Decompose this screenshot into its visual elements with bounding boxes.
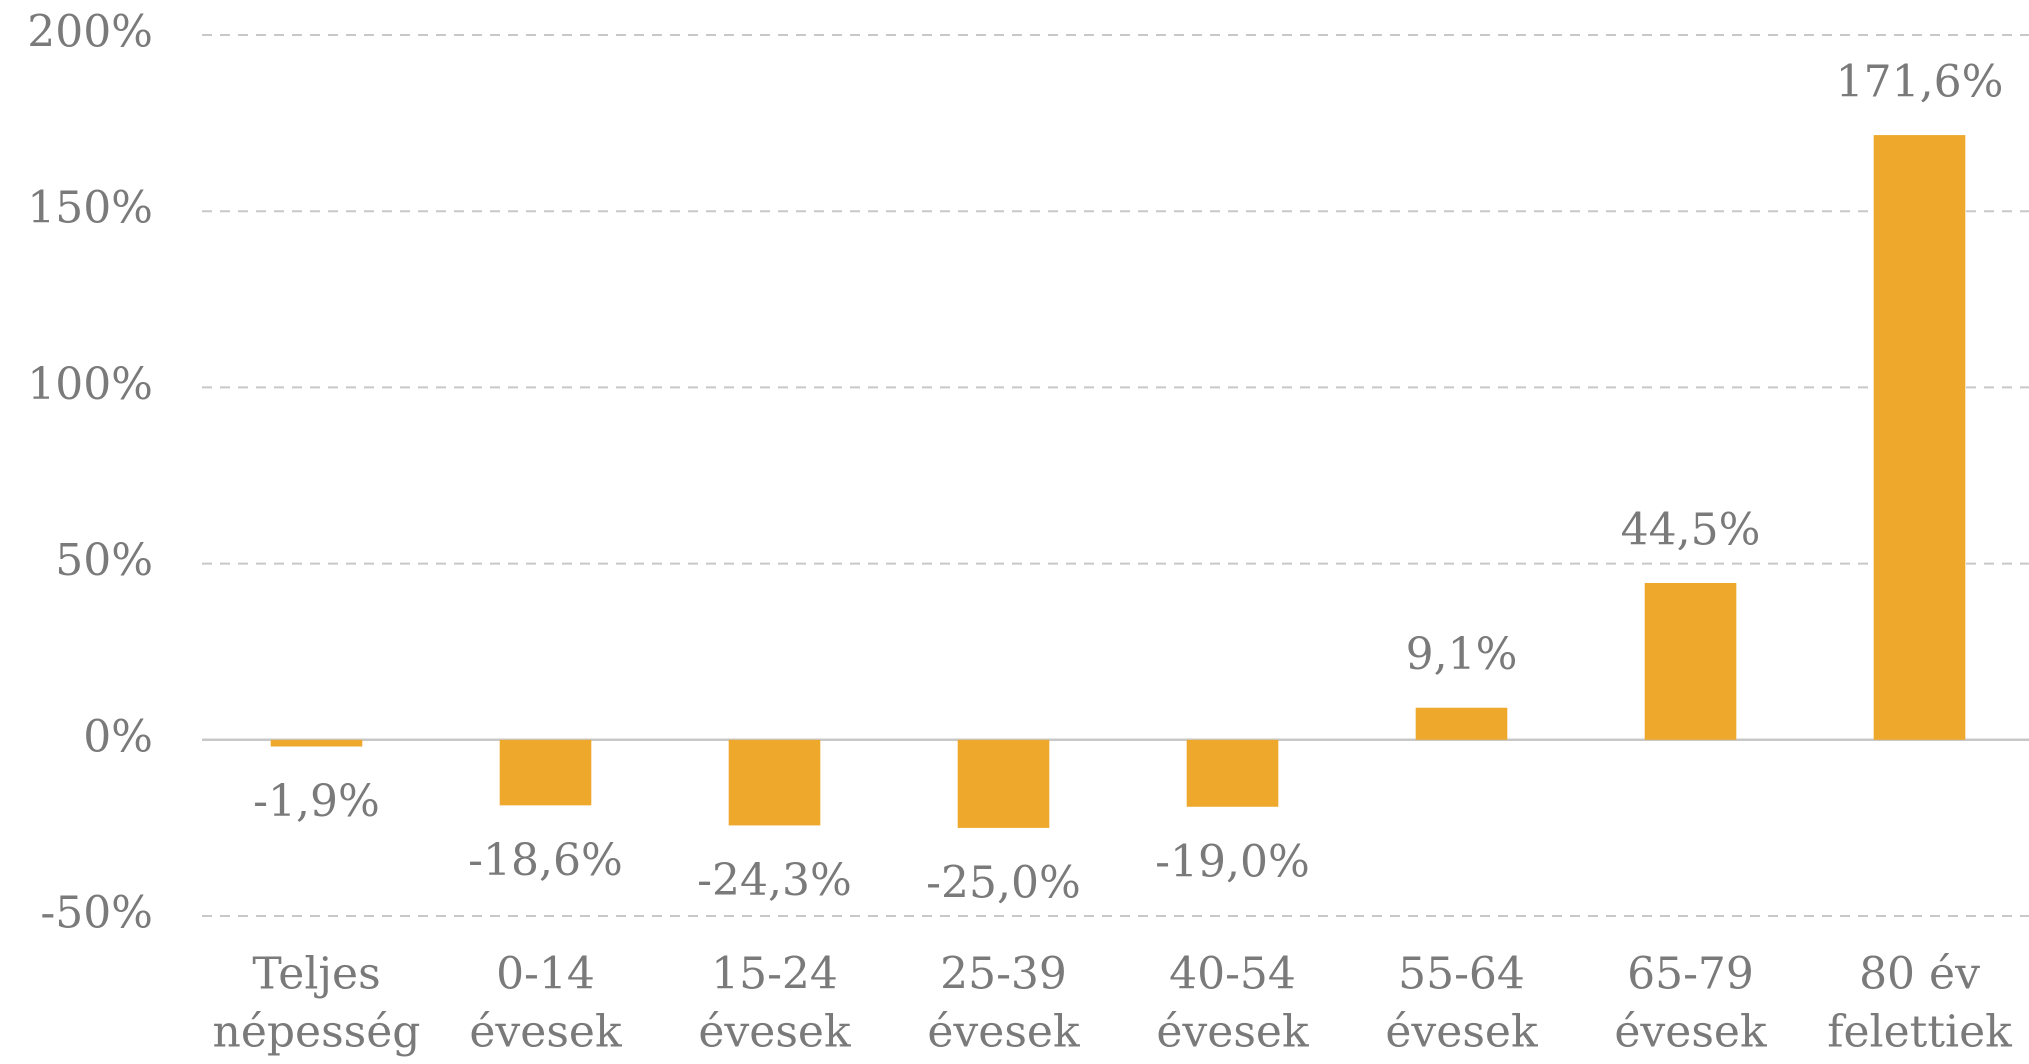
value-label: -25,0%: [926, 857, 1081, 908]
bar: [1873, 135, 1966, 740]
y-tick-label: 100%: [27, 359, 153, 410]
y-tick-label: 50%: [55, 535, 153, 586]
value-label: -19,0%: [1155, 836, 1310, 887]
value-label: 9,1%: [1406, 629, 1518, 680]
x-tick-label: évesek: [927, 1007, 1080, 1058]
x-tick-label: 0-14: [496, 949, 595, 1000]
x-tick-label: 40-54: [1169, 949, 1296, 1000]
x-tick-label: Teljes: [252, 949, 380, 1000]
value-label: -1,9%: [253, 776, 380, 827]
bar: [270, 739, 363, 747]
x-tick-label: népesség: [213, 1007, 421, 1058]
x-tick-label: 25-39: [940, 949, 1067, 1000]
bar: [1415, 707, 1508, 740]
x-tick-label: évesek: [469, 1007, 622, 1058]
x-tick-label: évesek: [1385, 1007, 1538, 1058]
x-tick-label: 15-24: [711, 949, 838, 1000]
y-tick-label: 150%: [27, 183, 153, 234]
x-tick-label: 80 év: [1859, 949, 1980, 1000]
x-tick-label: évesek: [1614, 1007, 1767, 1058]
y-tick-label: -50%: [40, 888, 153, 939]
value-label: -24,3%: [697, 855, 852, 906]
bar: [957, 739, 1050, 828]
x-tick-label: felettiek: [1827, 1007, 2012, 1058]
x-tick-label: évesek: [1156, 1007, 1309, 1058]
bar: [1644, 582, 1737, 740]
y-tick-label: 200%: [27, 7, 153, 58]
value-label: 44,5%: [1621, 504, 1761, 555]
value-label: -18,6%: [468, 835, 623, 886]
bar: [499, 739, 592, 806]
value-label: 171,6%: [1836, 57, 2004, 108]
bar: [1186, 739, 1279, 807]
x-tick-label: évesek: [698, 1007, 851, 1058]
x-tick-label: 55-64: [1398, 949, 1525, 1000]
y-tick-label: 0%: [83, 711, 153, 762]
bar: [728, 739, 821, 826]
x-tick-label: 65-79: [1627, 949, 1754, 1000]
